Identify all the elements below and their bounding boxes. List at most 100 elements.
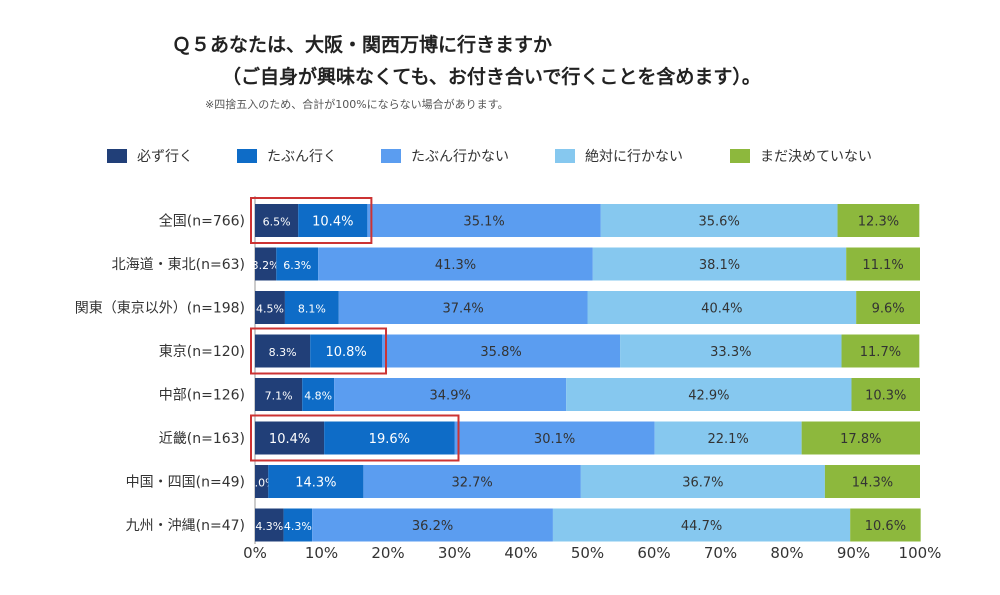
data-label: 33.3% [710,345,751,360]
bar-segment [255,378,303,411]
x-tick-label: 50% [571,544,604,562]
legend-label: たぶん行かない [411,149,509,165]
data-label: 10.6% [865,519,906,534]
bar-segment [334,378,567,411]
bar-segment [654,421,802,455]
bar-segment [580,465,825,498]
category-label: 全国(n=766) [159,213,245,230]
bar-segment [600,204,838,237]
legend-swatch [555,149,575,163]
x-tick-label: 90% [837,544,870,562]
bar-segment [566,378,852,411]
data-label: 30.1% [534,432,575,447]
data-label: 14.3% [852,476,893,491]
bar-segment [856,291,920,324]
data-label: 4.3% [255,520,283,533]
data-label: 10.3% [865,389,906,404]
legend-label: 必ず行く [137,149,193,165]
bar-segment [312,508,553,542]
x-tick-label: 60% [637,544,670,562]
legend-swatch [381,149,401,163]
x-tick-label: 100% [899,544,942,562]
bar-segment [255,247,277,281]
bar-segment [298,204,368,237]
bar-segment [824,465,920,498]
x-tick-label: 70% [704,544,737,562]
bar-segment [255,334,311,368]
bar-segment [841,334,920,368]
category-label: 東京(n=120) [159,344,245,360]
data-label: 6.3% [283,259,311,272]
x-tick-label: 40% [504,544,537,562]
category-label: 北海道・東北(n=63) [112,257,245,273]
data-label: 11.7% [860,345,901,360]
bar-segment [276,247,319,281]
data-label: 4.5% [256,303,284,316]
category-label: 関東（東京以外）(n=198) [75,301,245,317]
bar-segment [851,378,920,411]
highlight-box [250,327,388,375]
bar-segment [587,291,857,324]
data-label: 4.3% [284,520,312,533]
data-label: 35.1% [463,215,504,230]
x-tick-label: 80% [770,544,803,562]
bar-segment [552,508,851,542]
bar-segment [454,421,655,455]
data-label: 17.8% [840,432,881,447]
category-label: 中国・四国(n=49) [126,475,245,491]
data-label: 11.1% [862,258,903,273]
bar-segment [837,204,920,237]
chart-title-line2: （ご自身が興味なくても、お付き合いで行くことを含めます）。 [222,66,761,88]
data-label: 4.8% [304,390,332,403]
bar-segment [283,508,313,542]
bar-segment [382,334,621,368]
bar-segment [363,465,581,498]
legend-label: まだ決めていない [760,149,872,165]
highlight-box [250,197,373,244]
bar-segment [268,465,364,498]
legend-swatch [107,149,127,163]
highlight-box [250,414,460,462]
bar-segment [284,291,339,324]
legend-label: 絶対に行かない [585,149,683,165]
bar-segment [592,247,847,281]
bar-segment [255,465,269,498]
bar-segment [255,291,285,324]
category-label: 九州・沖縄(n=47) [126,518,245,534]
bar-segment [324,421,455,455]
bar-segment [255,508,284,542]
chart-note: ※四捨五入のため、合計が100%にならない場合があります。 [205,98,509,111]
data-label: 44.7% [681,519,722,534]
category-label: 近畿(n=163) [159,431,245,447]
data-label: 35.8% [480,345,521,360]
data-label: 19.6% [369,432,410,447]
data-label: 7.1% [265,390,293,403]
legend-swatch [237,149,257,163]
data-label: 37.4% [442,302,483,317]
data-label: 12.3% [858,215,899,230]
data-label: 10.4% [269,432,310,447]
bar-segment [255,204,299,237]
legend-label: たぶん行く [267,149,337,165]
x-tick-label: 20% [371,544,404,562]
bar-segment [801,421,920,455]
data-label: 32.7% [451,476,492,491]
bar-segment [846,247,920,281]
bar-segment [367,204,601,237]
bar-segment [302,378,335,411]
legend-swatch [730,149,750,163]
data-label: 9.6% [872,302,905,317]
x-tick-label: 10% [305,544,338,562]
data-label: 41.3% [435,258,476,273]
bar-segment [850,508,921,542]
data-label: 36.7% [682,476,723,491]
data-label: 42.9% [688,389,729,404]
category-label: 中部(n=126) [159,388,245,404]
data-label: 14.3% [295,476,336,491]
data-label: 8.1% [298,303,326,316]
data-label: 40.4% [701,302,742,317]
bar-segment [255,421,325,455]
data-label: 22.1% [707,432,748,447]
data-label: 35.6% [699,215,740,230]
